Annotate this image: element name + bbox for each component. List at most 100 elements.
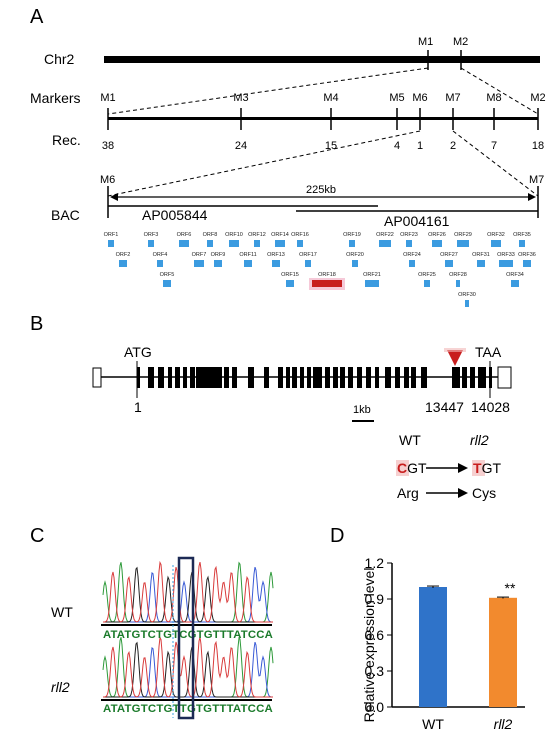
chromosome-bar (104, 56, 540, 63)
marker-label: M4 (323, 92, 338, 104)
orf-label: ORF7 (192, 252, 207, 258)
orf-label: ORF4 (153, 252, 168, 258)
bar-rll2 (489, 597, 517, 707)
bac-end-m7: M7 (529, 174, 544, 186)
mutation-site-marker (447, 350, 463, 366)
orf-box (275, 240, 285, 247)
orf-label: ORF16 (291, 232, 309, 238)
exon (348, 367, 353, 388)
panel-label-b: B (30, 313, 43, 335)
orf-label: ORF22 (376, 232, 394, 238)
orf-box (163, 280, 171, 287)
chr-marker-m1: M1 (418, 36, 433, 48)
orf-box (286, 280, 294, 287)
marker-label: M8 (486, 92, 501, 104)
marker-label: M5 (389, 92, 404, 104)
bac-zoom-right (452, 130, 539, 197)
panel-label-c: C (30, 525, 44, 547)
orf-label: ORF27 (440, 252, 458, 258)
orf-label: ORF8 (203, 232, 218, 238)
chromatogram (102, 560, 274, 698)
exon (313, 367, 322, 388)
orf-label: ORF2 (116, 252, 131, 258)
orf-box (119, 260, 127, 267)
stop-codon-label: TAA (475, 344, 502, 360)
y-axis-label: Relative expression level (361, 568, 377, 723)
exon (489, 367, 492, 388)
rec-values: 38 24 15 4 1 2 7 18 (102, 140, 544, 152)
marker-label: M2 (530, 92, 545, 104)
orf-box (511, 280, 519, 287)
exon (357, 367, 362, 388)
exon (366, 367, 371, 388)
x-tick-label: WT (422, 716, 444, 732)
exon (248, 367, 254, 388)
rec-value: 15 (325, 140, 337, 152)
orf-label: ORF34 (506, 272, 524, 278)
orf-box (305, 260, 311, 267)
rec-value: 38 (102, 140, 114, 152)
marker-label: M1 (100, 92, 115, 104)
position-start: 1 (134, 399, 142, 415)
exon (148, 367, 154, 388)
exon (333, 367, 338, 388)
exon (190, 367, 195, 388)
bac-zoom-left (107, 130, 421, 197)
exon-track (137, 367, 492, 388)
y-tick-label: 0.9 (365, 591, 385, 607)
orf-box (229, 240, 239, 247)
wt-amino-acid: Arg (397, 485, 419, 501)
bac-label: BAC (51, 207, 80, 223)
position-mutation: 13447 (425, 399, 464, 415)
exon (168, 367, 172, 388)
y-tick-label: 0.0 (365, 699, 385, 715)
rec-value: 24 (235, 140, 247, 152)
orf-label: ORF17 (299, 252, 317, 258)
significance-annotation: ** (505, 580, 516, 596)
bac-clone-1: AP005844 (142, 207, 208, 223)
marker-label: M7 (445, 92, 460, 104)
orf-track: ORF1 ORF2 ORF3 ORF4 ORF5 ORF6 ORF7 ORF8 ORF9 ORF1… (104, 232, 536, 307)
orf-box (432, 240, 442, 247)
exon (183, 367, 187, 388)
rec-label: Rec. (52, 132, 81, 148)
rec-value: 7 (491, 140, 497, 152)
orf-box (179, 240, 189, 247)
orf-label: ORF36 (518, 252, 536, 258)
orf-label: ORF33 (497, 252, 515, 258)
expression-bar-chart: 0.0 0.3 0.6 0.9 1.2 WT rll2 ** (365, 555, 525, 732)
utr-5 (92, 367, 102, 388)
orf-box (406, 240, 412, 247)
exon (411, 367, 416, 388)
orf-box (157, 260, 163, 267)
orf-label: ORF30 (458, 292, 476, 298)
orf-label: ORF13 (267, 252, 285, 258)
orf-label: ORF21 (363, 272, 381, 278)
rec-value: 2 (450, 140, 456, 152)
marker-label: M3 (233, 92, 248, 104)
orf-box (244, 260, 252, 267)
wt-label-c: WT (51, 604, 73, 620)
exon (158, 367, 164, 388)
orf-box (445, 260, 453, 267)
markers-label: Markers (30, 90, 81, 106)
orf-label: ORF32 (487, 232, 505, 238)
wt-label-b: WT (399, 432, 421, 448)
y-tick-label: 0.3 (365, 663, 385, 679)
orf-box (456, 280, 460, 287)
orf-label: ORF12 (248, 232, 266, 238)
panel-label-a: A (30, 6, 44, 28)
mut-label-b: rll2 (470, 432, 489, 448)
y-tick-label: 0.6 (365, 627, 385, 643)
exon (452, 367, 460, 388)
orf-label: ORF35 (513, 232, 531, 238)
position-end: 14028 (471, 399, 510, 415)
x-tick-label: rll2 (494, 716, 513, 732)
orf-label: ORF20 (346, 252, 364, 258)
exon (300, 367, 304, 388)
exon (175, 367, 180, 388)
chr-marker-m2: M2 (453, 36, 468, 48)
bac-clone-2: AP004161 (384, 213, 450, 229)
marker-bar (108, 117, 538, 120)
exon (137, 367, 140, 388)
